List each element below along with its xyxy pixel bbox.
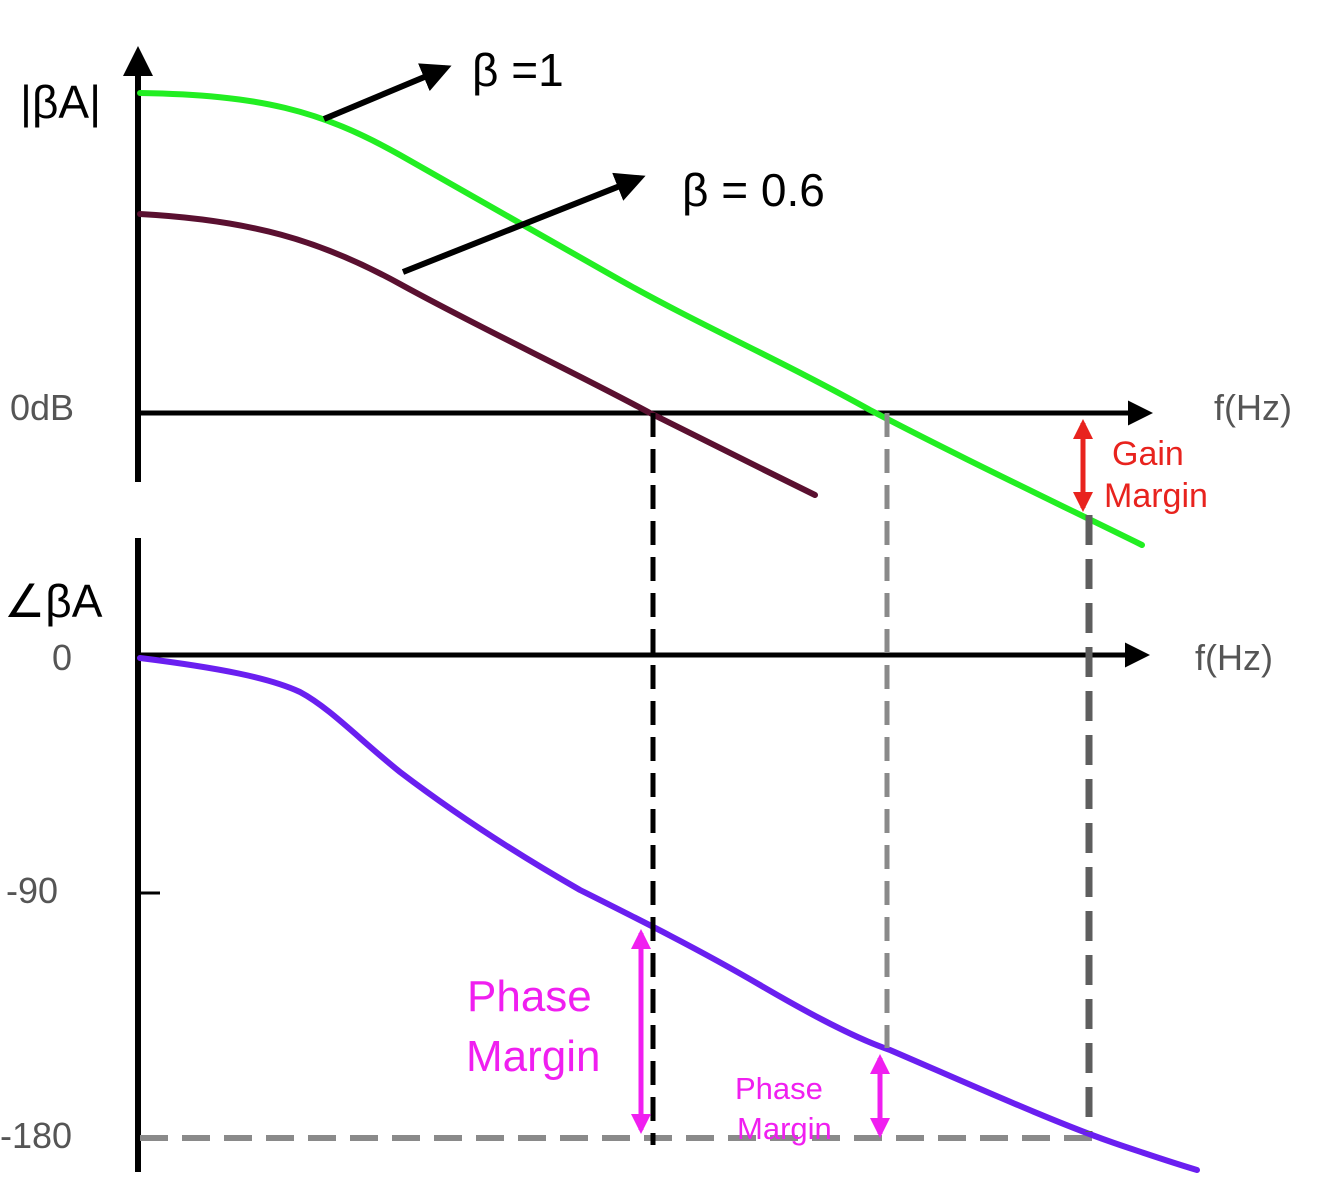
phase-x-label: f(Hz) bbox=[1195, 637, 1273, 678]
phase-margin-large-label-line2: Margin bbox=[466, 1032, 601, 1081]
magnitude-plot: |βA| 0dB f(Hz) β =1 β = 0.6 Gain Margin bbox=[10, 44, 1292, 548]
zero-db-label: 0dB bbox=[10, 387, 74, 428]
magnitude-y-label: |βA| bbox=[20, 76, 101, 128]
beta-1-label: β =1 bbox=[472, 44, 564, 96]
beta-1-pointer-arrow bbox=[322, 63, 452, 122]
phase-plot: ∠βA 0 -90 -180 f(Hz) Phase Margin Phase … bbox=[0, 413, 1273, 1173]
beta-0-6-pointer-arrow bbox=[401, 172, 646, 275]
gain-margin-label-line1: Gain bbox=[1112, 435, 1184, 473]
beta-0-6-curve bbox=[137, 211, 818, 498]
beta-0-6-label: β = 0.6 bbox=[682, 164, 825, 216]
phase-tick-0: 0 bbox=[52, 637, 72, 678]
magnitude-x-label: f(Hz) bbox=[1214, 387, 1292, 428]
phase-margin-large-label-line1: Phase bbox=[467, 972, 592, 1021]
phase-y-label: ∠βA bbox=[4, 575, 103, 627]
phase-tick-minus-180: -180 bbox=[0, 1115, 72, 1156]
gain-margin-label-line2: Margin bbox=[1104, 477, 1208, 515]
phase-margin-small-label-line1: Phase bbox=[735, 1071, 823, 1106]
phase-curve bbox=[137, 655, 1200, 1173]
beta-1-curve bbox=[137, 90, 1145, 548]
phase-margin-small-label-line2: Margin bbox=[737, 1111, 832, 1146]
phase-tick-minus-90: -90 bbox=[6, 870, 58, 911]
